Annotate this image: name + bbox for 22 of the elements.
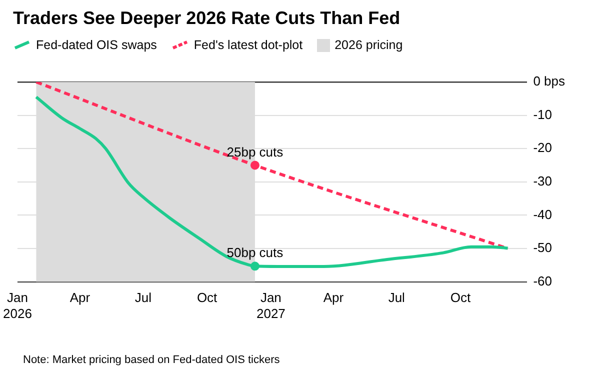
text: Note: Market pricing based on Fed-dated OIS tickers (23, 354, 280, 366)
x-tick-label: Apr (323, 290, 344, 306)
x-tick-label: Jul (388, 290, 406, 306)
x-tick-label: Oct (196, 290, 218, 306)
annotation: 25bp cuts (226, 144, 284, 160)
x-tick-label: Jan 2026 (3, 290, 32, 321)
chart-title: Traders See Deeper 2026 Rate Cuts Than Fed (13, 8, 400, 29)
y-tick-label: -10 (533, 106, 552, 122)
x-tick-label: Jul (134, 290, 152, 306)
y-tick-label: 0 bps (533, 74, 566, 89)
legend-label: Fed's latest dot-plot (194, 38, 303, 52)
x-tick-label: Apr (70, 290, 91, 306)
x-tick-label: Jan 2027 (256, 290, 286, 321)
y-tick-label: -50 (533, 240, 552, 256)
y-tick-label: -40 (533, 206, 552, 222)
annotation: 50bp cuts (226, 245, 284, 260)
y-tick-label: -30 (533, 173, 552, 188)
x-tick-label: Oct (450, 290, 472, 306)
legend-label: Fed-dated OIS swaps (36, 38, 157, 52)
y-tick-label: -60 (533, 273, 552, 288)
legend-label: 2026 pricing (334, 38, 403, 52)
y-tick-label: -20 (533, 140, 552, 156)
